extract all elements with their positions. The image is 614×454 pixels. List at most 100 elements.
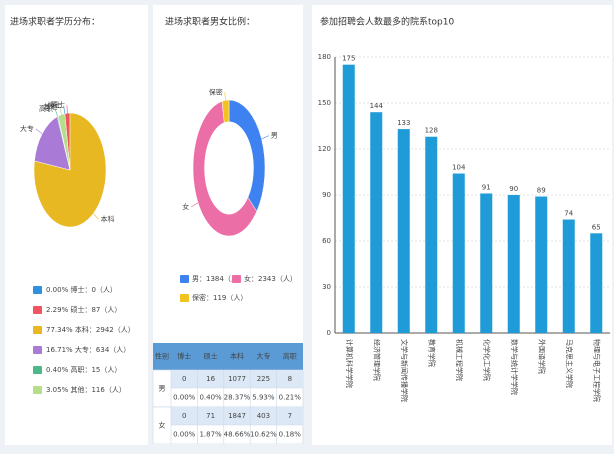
table-cell: 10.62% xyxy=(250,431,277,439)
bar xyxy=(480,193,493,333)
bar xyxy=(535,196,548,333)
y-tick-label: 120 xyxy=(318,145,331,153)
slice-label: 博士 xyxy=(48,101,62,110)
bar xyxy=(507,195,520,333)
table-header: 大专 xyxy=(256,352,270,361)
table-cell: 225 xyxy=(257,375,270,383)
table-cell: 男 xyxy=(159,385,166,393)
row-bg xyxy=(171,407,303,425)
table-header-bg xyxy=(153,343,303,370)
y-tick-label: 0 xyxy=(327,329,331,337)
legend-swatch xyxy=(180,275,189,283)
x-tick-label: 文学与新闻传播学院 xyxy=(400,339,409,402)
slice xyxy=(192,100,258,237)
slice-label: 保密 xyxy=(209,87,223,96)
value-label: 65 xyxy=(592,223,601,231)
legend-label: 0.00% 博士：0（人） xyxy=(46,285,117,294)
table-cell: 0.00% xyxy=(173,431,196,439)
slice-label: 硕士 xyxy=(51,100,65,109)
table-cell: 16 xyxy=(206,375,215,383)
slice xyxy=(34,116,71,171)
table-header: 高职 xyxy=(283,352,297,361)
table-cell: 8 xyxy=(288,375,292,383)
bar xyxy=(425,136,438,333)
table-header: 硕士 xyxy=(204,352,218,361)
bar xyxy=(562,219,575,333)
table-cell: 1.87% xyxy=(199,431,222,439)
y-tick-label: 60 xyxy=(322,237,331,245)
label-line xyxy=(66,105,68,114)
table-header: 本科 xyxy=(230,352,244,361)
slice-label: 高职 xyxy=(39,104,53,113)
label-line xyxy=(63,105,66,114)
legend-label: 0.40% 高职：15（人） xyxy=(46,365,121,374)
legend-swatch xyxy=(33,346,42,354)
slice-label: 本科 xyxy=(101,214,115,223)
slice-label: 大专 xyxy=(20,124,34,133)
slice-label: 其他 xyxy=(44,102,58,111)
legend-swatch xyxy=(232,275,241,283)
table-cell: 71 xyxy=(206,412,215,420)
legend-swatch xyxy=(33,286,42,294)
x-tick-label: 化学化工学院 xyxy=(482,339,491,381)
table-header: 性别 xyxy=(155,352,169,361)
row-bg xyxy=(171,370,303,388)
value-label: 128 xyxy=(425,127,438,135)
legend-label: 保密：119（人） xyxy=(192,293,247,302)
y-tick-label: 30 xyxy=(322,283,331,291)
bar xyxy=(370,112,383,333)
bar xyxy=(342,64,355,334)
slice xyxy=(57,113,71,171)
label-line xyxy=(54,108,58,117)
x-tick-label: 数学与统计学学院 xyxy=(510,339,519,395)
table-header: 博士 xyxy=(177,352,191,361)
table-cell: 28.37% xyxy=(224,394,251,402)
value-label: 91 xyxy=(482,183,491,191)
x-tick-label: 经济管理学院 xyxy=(372,339,381,381)
label-line xyxy=(59,106,62,115)
label-line xyxy=(191,202,199,208)
table-cell: 7 xyxy=(288,412,292,420)
slice-label: 男 xyxy=(271,132,278,140)
legend-label: 女：2343（人） xyxy=(244,274,297,283)
y-tick-label: 90 xyxy=(322,191,331,199)
value-label: 133 xyxy=(397,119,410,127)
value-label: 90 xyxy=(509,185,518,193)
table-cell: 5.93% xyxy=(252,394,275,402)
legend-label: 2.29% 硕士：87（人） xyxy=(46,305,121,314)
label-line xyxy=(224,92,226,101)
x-tick-label: 计算机科学学院 xyxy=(345,339,354,388)
table-cell: 0.21% xyxy=(279,394,302,402)
value-label: 74 xyxy=(564,210,573,218)
label-line xyxy=(261,135,269,140)
bar xyxy=(397,129,410,333)
legend-label: 男：1384（人） xyxy=(192,275,245,283)
table-cell: 0 xyxy=(182,375,186,383)
table-cell: 0.18% xyxy=(279,431,302,439)
chart-title: 参加招聘会人数最多的院系top10 xyxy=(320,16,454,28)
table-cell: 0 xyxy=(182,412,186,420)
table-cell: 0.00% xyxy=(173,394,196,402)
legend-swatch xyxy=(33,386,42,394)
legend-label: 16.71% 大专：634（人） xyxy=(46,345,130,354)
value-label: 175 xyxy=(342,55,355,63)
value-label: 144 xyxy=(370,102,384,110)
label-line xyxy=(93,213,99,220)
x-tick-label: 教育学院 xyxy=(427,339,436,367)
table-cell: 女 xyxy=(159,421,166,430)
value-label: 104 xyxy=(452,164,466,172)
legend-swatch xyxy=(180,294,189,302)
y-tick-label: 150 xyxy=(318,99,331,107)
y-tick-label: 180 xyxy=(318,53,331,61)
x-tick-label: 外国语学院 xyxy=(537,339,546,374)
table-cell: 1077 xyxy=(228,375,246,383)
value-label: 89 xyxy=(537,187,546,195)
table-cell: 48.66% xyxy=(224,431,251,439)
legend-swatch xyxy=(33,306,42,314)
slice xyxy=(221,99,230,123)
x-tick-label: 物理与电子工程学院 xyxy=(592,339,601,402)
x-tick-label: 机械工程学院 xyxy=(455,339,464,381)
table-cell: 403 xyxy=(257,412,270,420)
